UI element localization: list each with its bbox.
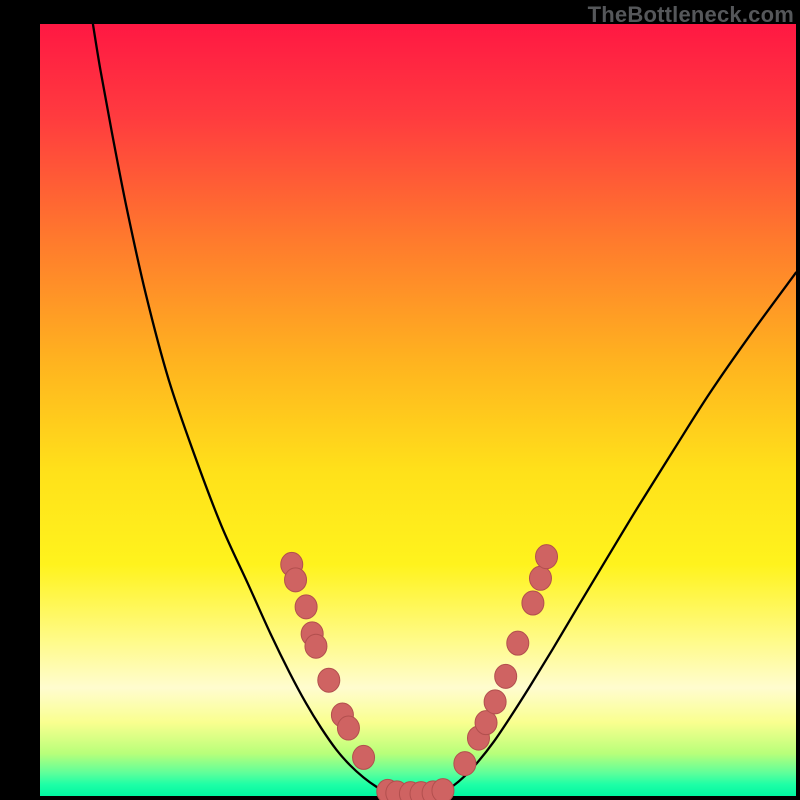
right-marker	[529, 566, 551, 590]
left-marker	[305, 634, 327, 658]
right-marker	[536, 545, 558, 569]
right-marker	[507, 631, 529, 655]
left-marker	[318, 668, 340, 692]
left-marker	[337, 716, 359, 740]
left-marker	[295, 595, 317, 619]
chart-container: TheBottleneck.com	[0, 0, 800, 800]
right-marker	[484, 690, 506, 714]
left-marker	[353, 745, 375, 769]
watermark-text: TheBottleneck.com	[588, 2, 794, 28]
bottom-marker	[432, 779, 454, 800]
right-marker	[454, 752, 476, 776]
left-marker	[285, 568, 307, 592]
right-marker	[495, 664, 517, 688]
bottleneck-chart	[0, 0, 800, 800]
right-marker	[475, 711, 497, 735]
right-marker	[522, 591, 544, 615]
gradient-background	[40, 24, 796, 796]
